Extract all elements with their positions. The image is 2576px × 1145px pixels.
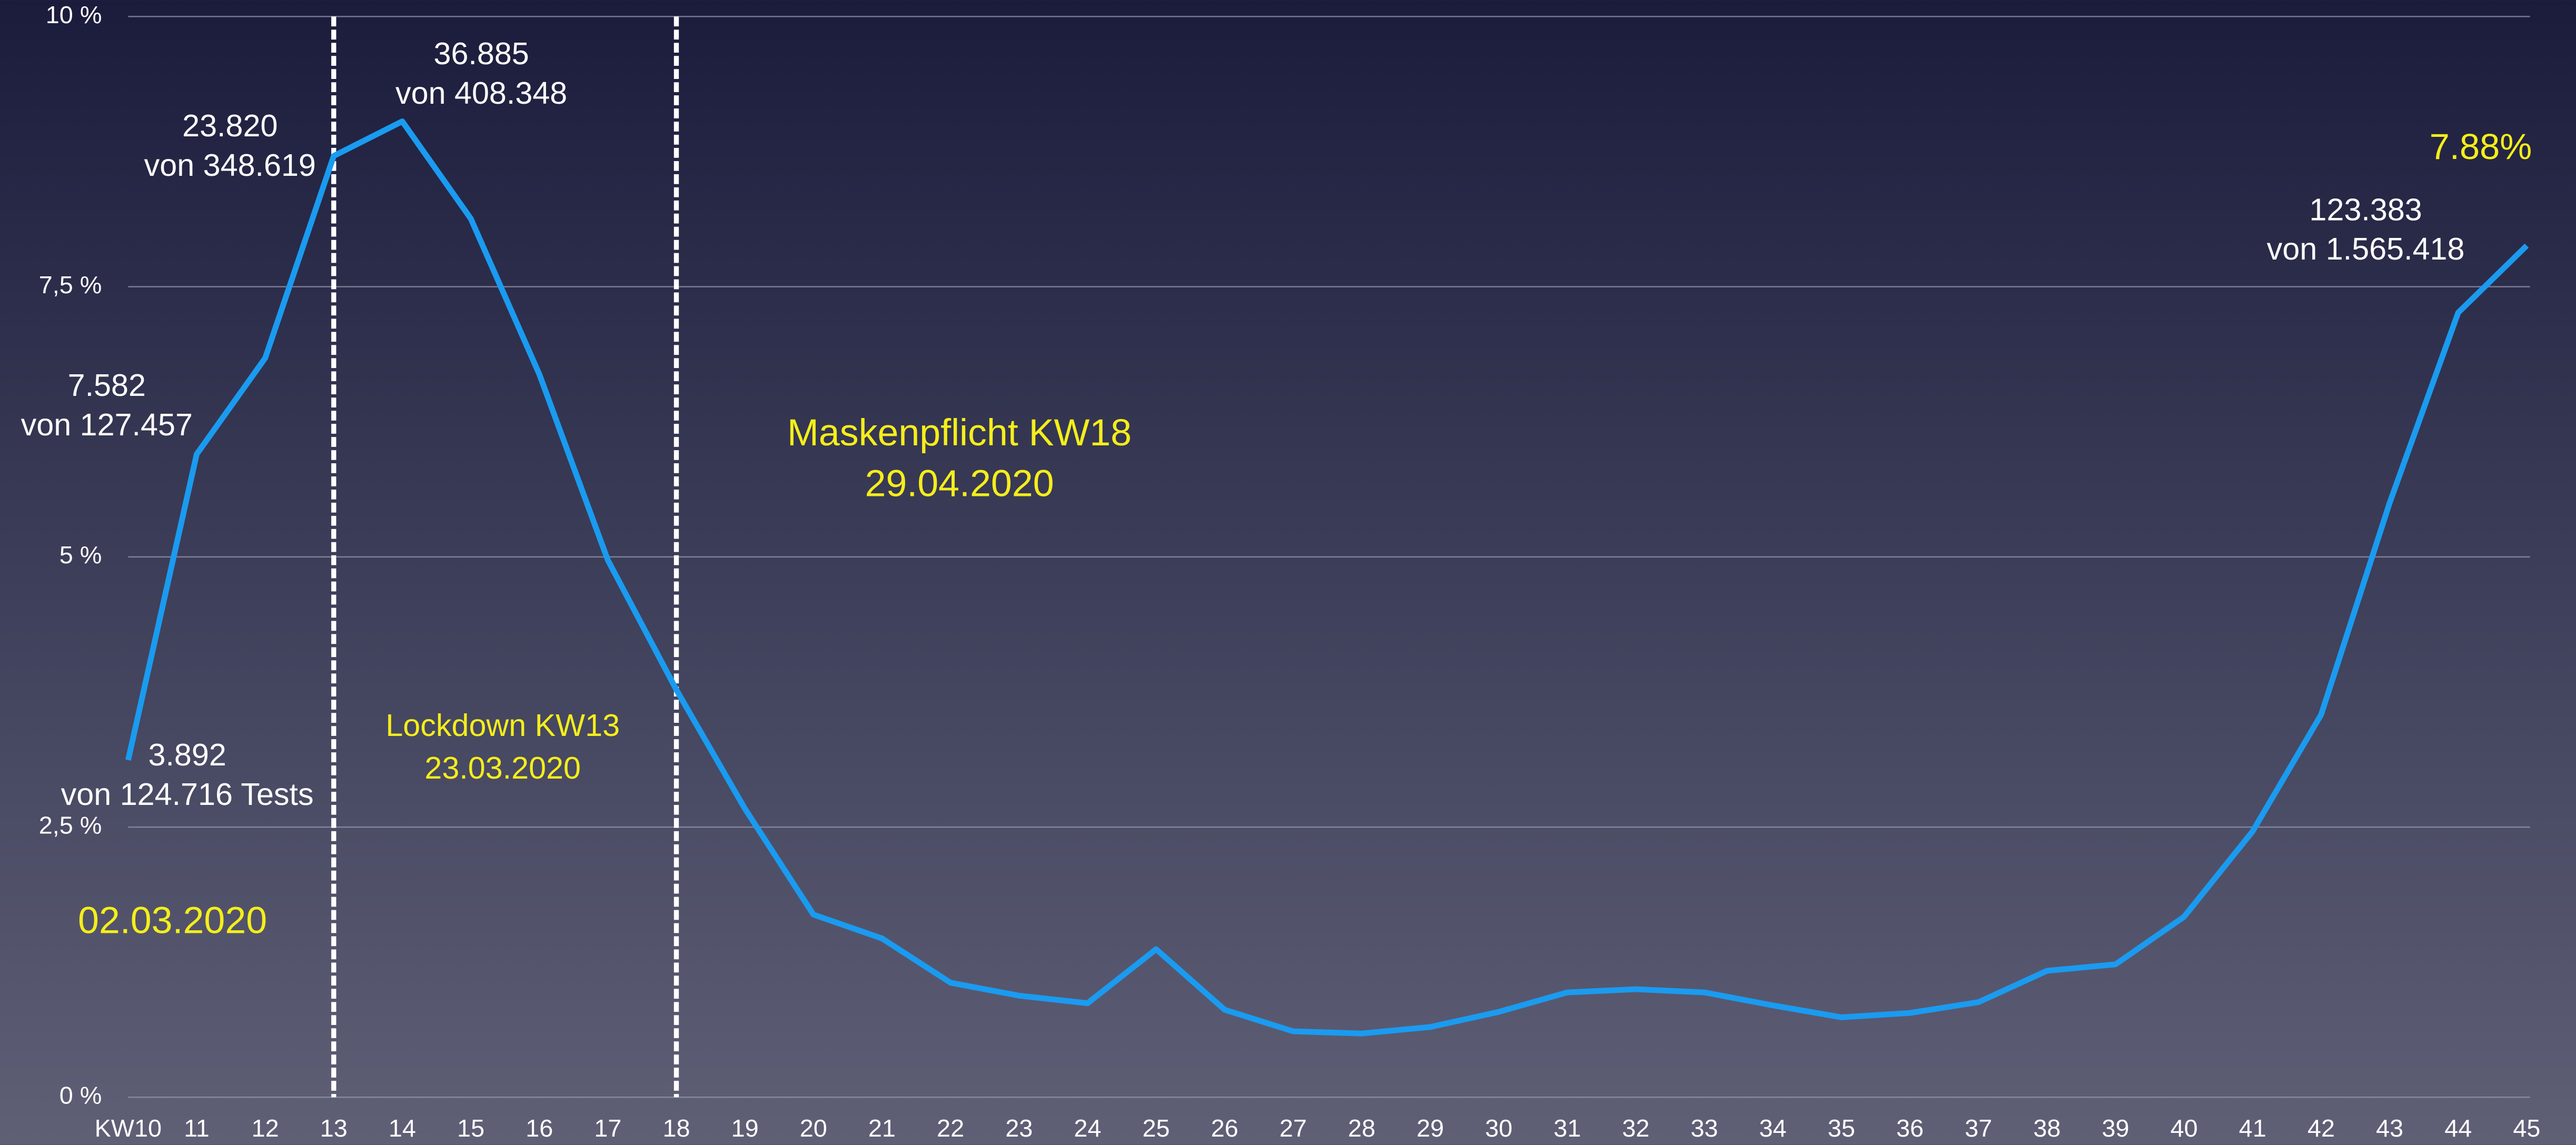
x-tick-label: 24 <box>1074 1114 1101 1142</box>
x-tick-label: 31 <box>1553 1114 1581 1142</box>
annotation: Maskenpflicht KW18 <box>787 412 1132 454</box>
y-tick-label: 2,5 % <box>39 811 102 839</box>
annotation: 23.03.2020 <box>424 750 581 785</box>
annotation: 123.383 <box>2310 192 2422 227</box>
x-tick-label: 25 <box>1142 1114 1170 1142</box>
x-tick-label: 26 <box>1211 1114 1239 1142</box>
annotation: 7.582 <box>68 367 146 403</box>
x-tick-label: 20 <box>800 1114 827 1142</box>
x-tick-label: 11 <box>184 1114 210 1142</box>
x-tick-label: 29 <box>1416 1114 1444 1142</box>
annotation: 7.88% <box>2430 126 2532 167</box>
annotation: 36.885 <box>433 36 529 71</box>
x-tick-label: 21 <box>868 1114 896 1142</box>
annotation: von 1.565.418 <box>2267 231 2465 266</box>
x-tick-label: 43 <box>2376 1114 2403 1142</box>
annotation: 23.820 <box>182 108 278 143</box>
x-tick-label: 41 <box>2239 1114 2266 1142</box>
x-tick-label: 33 <box>1691 1114 1718 1142</box>
x-tick-label: 37 <box>1965 1114 1992 1142</box>
x-tick-label: 40 <box>2171 1114 2198 1142</box>
x-tick-label: 13 <box>320 1114 348 1142</box>
x-tick-label: 42 <box>2307 1114 2335 1142</box>
x-tick-label: 38 <box>2033 1114 2060 1142</box>
x-tick-label: 15 <box>457 1114 484 1142</box>
x-tick-label: 35 <box>1828 1114 1855 1142</box>
x-tick-label: 27 <box>1280 1114 1307 1142</box>
data-line <box>125 118 2529 1037</box>
x-tick-label: 18 <box>662 1114 690 1142</box>
x-tick-label: 34 <box>1759 1114 1787 1142</box>
y-tick-label: 10 % <box>46 1 102 28</box>
x-tick-label: 23 <box>1005 1114 1033 1142</box>
y-tick-label: 5 % <box>60 541 102 569</box>
annotation: 3.892 <box>148 737 226 772</box>
annotation: von 124.716 Tests <box>61 776 314 812</box>
x-tick-label: KW10 <box>95 1114 162 1142</box>
x-tick-label: 39 <box>2102 1114 2129 1142</box>
x-tick-label: 19 <box>731 1114 759 1142</box>
y-tick-label: 7,5 % <box>39 271 102 298</box>
x-tick-label: 22 <box>937 1114 964 1142</box>
x-tick-label: 14 <box>389 1114 416 1142</box>
annotation: Lockdown KW13 <box>385 708 620 743</box>
x-tick-label: 44 <box>2444 1114 2472 1142</box>
annotation: 02.03.2020 <box>78 900 267 942</box>
x-tick-label: 45 <box>2513 1114 2540 1142</box>
annotation: von 127.457 <box>21 407 193 442</box>
annotation: von 408.348 <box>395 75 567 111</box>
x-tick-label: 17 <box>594 1114 621 1142</box>
annotation: von 348.619 <box>144 147 316 183</box>
x-tick-label: 28 <box>1348 1114 1375 1142</box>
x-tick-label: 36 <box>1896 1114 1924 1142</box>
x-tick-label: 12 <box>252 1114 279 1142</box>
x-tick-label: 32 <box>1622 1114 1650 1142</box>
x-tick-label: 30 <box>1485 1114 1512 1142</box>
y-tick-label: 0 % <box>60 1082 102 1109</box>
x-tick-label: 16 <box>526 1114 553 1142</box>
annotation: 29.04.2020 <box>865 463 1054 505</box>
